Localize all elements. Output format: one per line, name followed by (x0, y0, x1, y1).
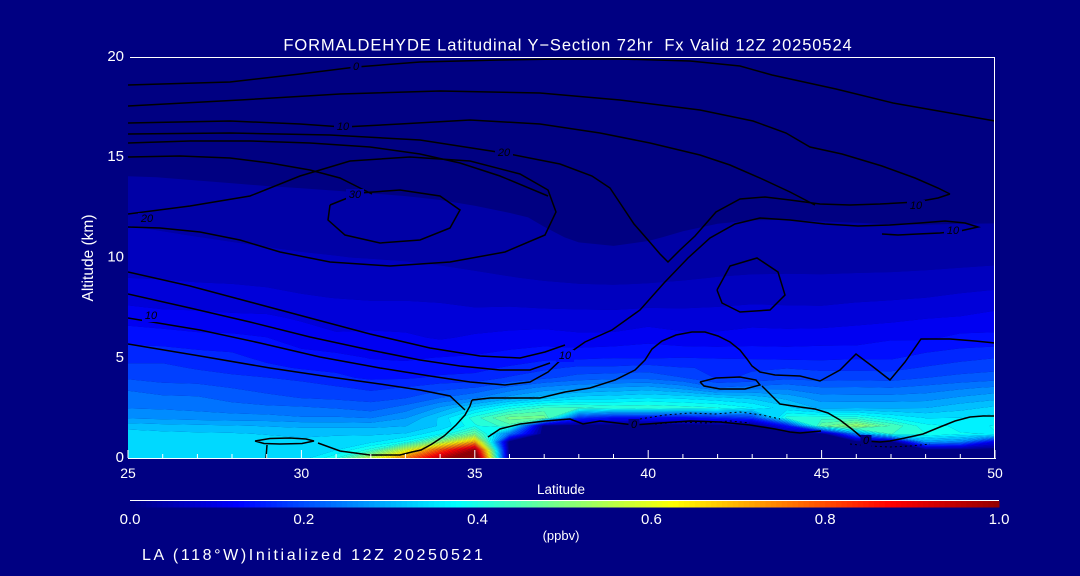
svg-text:0: 0 (863, 435, 870, 447)
svg-text:0: 0 (353, 61, 360, 73)
svg-text:FORMALDEHYDE Latitudinal Y−Sec: FORMALDEHYDE Latitudinal Y−Section 72hr … (283, 37, 852, 55)
svg-text:30: 30 (294, 465, 310, 481)
svg-text:10: 10 (337, 121, 350, 133)
svg-text:15: 15 (107, 148, 124, 165)
svg-text:Altitude (km): Altitude (km) (80, 215, 97, 302)
svg-text:0: 0 (631, 419, 638, 431)
svg-text:10: 10 (910, 200, 923, 212)
svg-text:10: 10 (947, 225, 960, 237)
svg-text:25: 25 (120, 465, 136, 481)
svg-text:35: 35 (467, 465, 483, 481)
svg-text:0.8: 0.8 (815, 511, 836, 528)
svg-text:20: 20 (140, 213, 154, 225)
svg-text:10: 10 (107, 249, 124, 266)
svg-text:20: 20 (497, 147, 511, 159)
svg-text:10: 10 (145, 310, 158, 322)
svg-text:50: 50 (987, 465, 1003, 481)
svg-text:20: 20 (107, 48, 124, 65)
svg-text:0: 0 (116, 449, 124, 466)
svg-text:40: 40 (640, 465, 656, 481)
svg-text:(ppbv): (ppbv) (543, 528, 580, 543)
svg-text:0.6: 0.6 (641, 511, 662, 528)
svg-text:5: 5 (116, 349, 124, 366)
svg-text:0.4: 0.4 (467, 511, 488, 528)
svg-text:Latitude: Latitude (537, 482, 585, 497)
svg-text:0.0: 0.0 (120, 511, 141, 528)
svg-text:1.0: 1.0 (989, 511, 1010, 528)
svg-text:30: 30 (349, 189, 362, 201)
svg-text:45: 45 (814, 465, 830, 481)
svg-text:LA (118°W)Initialized 12Z 2025: LA (118°W)Initialized 12Z 20250521 (142, 547, 486, 564)
svg-text:10: 10 (559, 350, 572, 362)
svg-text:0.2: 0.2 (293, 511, 314, 528)
